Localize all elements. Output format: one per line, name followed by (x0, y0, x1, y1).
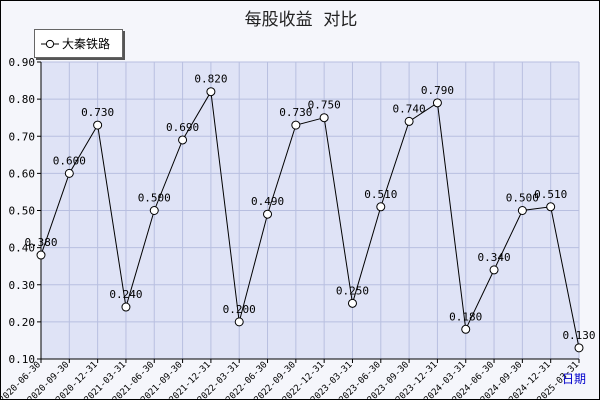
data-label: 0.500 (138, 192, 171, 205)
data-label: 0.740 (393, 102, 426, 115)
data-point (517, 206, 527, 215)
data-label: 0.510 (364, 188, 397, 201)
data-label: 0.690 (166, 121, 199, 134)
data-point (291, 120, 301, 130)
y-tick-label: 0.60 (9, 167, 36, 180)
data-point (263, 209, 273, 219)
data-point (461, 324, 471, 334)
y-tick-label: 0.10 (9, 353, 36, 366)
data-label: 0.340 (477, 251, 510, 264)
data-point (234, 317, 244, 327)
data-label: 0.730 (279, 106, 312, 119)
data-point (121, 302, 131, 312)
data-label: 0.500 (506, 192, 539, 205)
data-point (149, 206, 159, 215)
y-tick-label: 0.50 (9, 205, 36, 218)
data-point (178, 135, 188, 145)
x-axis-end-label: 日期 (562, 372, 586, 386)
y-tick-label: 0.30 (9, 279, 36, 292)
data-label: 0.240 (109, 288, 142, 301)
data-label: 0.510 (534, 188, 567, 201)
legend: 大秦铁路 (34, 29, 123, 58)
data-point (36, 250, 46, 260)
y-tick-label: 0.40 (9, 242, 36, 255)
data-label: 0.490 (251, 195, 284, 208)
data-point (489, 265, 499, 275)
data-point (546, 202, 556, 212)
data-point (206, 87, 216, 97)
y-tick-label: 0.90 (9, 56, 36, 69)
data-point (64, 168, 74, 178)
data-point (319, 113, 329, 123)
y-tick-label: 0.80 (9, 93, 36, 106)
data-point (404, 116, 414, 126)
data-label: 0.180 (449, 310, 482, 323)
data-label: 0.130 (562, 329, 595, 342)
data-label: 0.380 (24, 236, 57, 249)
legend-marker-icon (41, 39, 59, 48)
data-point (376, 202, 386, 212)
data-label: 0.730 (81, 106, 114, 119)
series-line (40, 90, 580, 348)
data-label: 0.790 (421, 84, 454, 97)
data-label: 0.200 (223, 303, 256, 316)
data-label: 0.820 (194, 73, 227, 86)
data-point (432, 98, 442, 108)
y-tick-label: 0.20 (9, 316, 36, 329)
chart-title: 每股收益 对比 (244, 10, 358, 30)
data-label: 0.600 (53, 154, 86, 167)
data-label: 0.750 (308, 99, 341, 112)
data-point (347, 298, 357, 308)
data-point (574, 343, 584, 353)
data-label: 0.250 (336, 284, 369, 297)
data-point (93, 120, 103, 130)
y-tick-label: 0.70 (9, 130, 36, 143)
legend-label: 大秦铁路 (62, 37, 111, 51)
